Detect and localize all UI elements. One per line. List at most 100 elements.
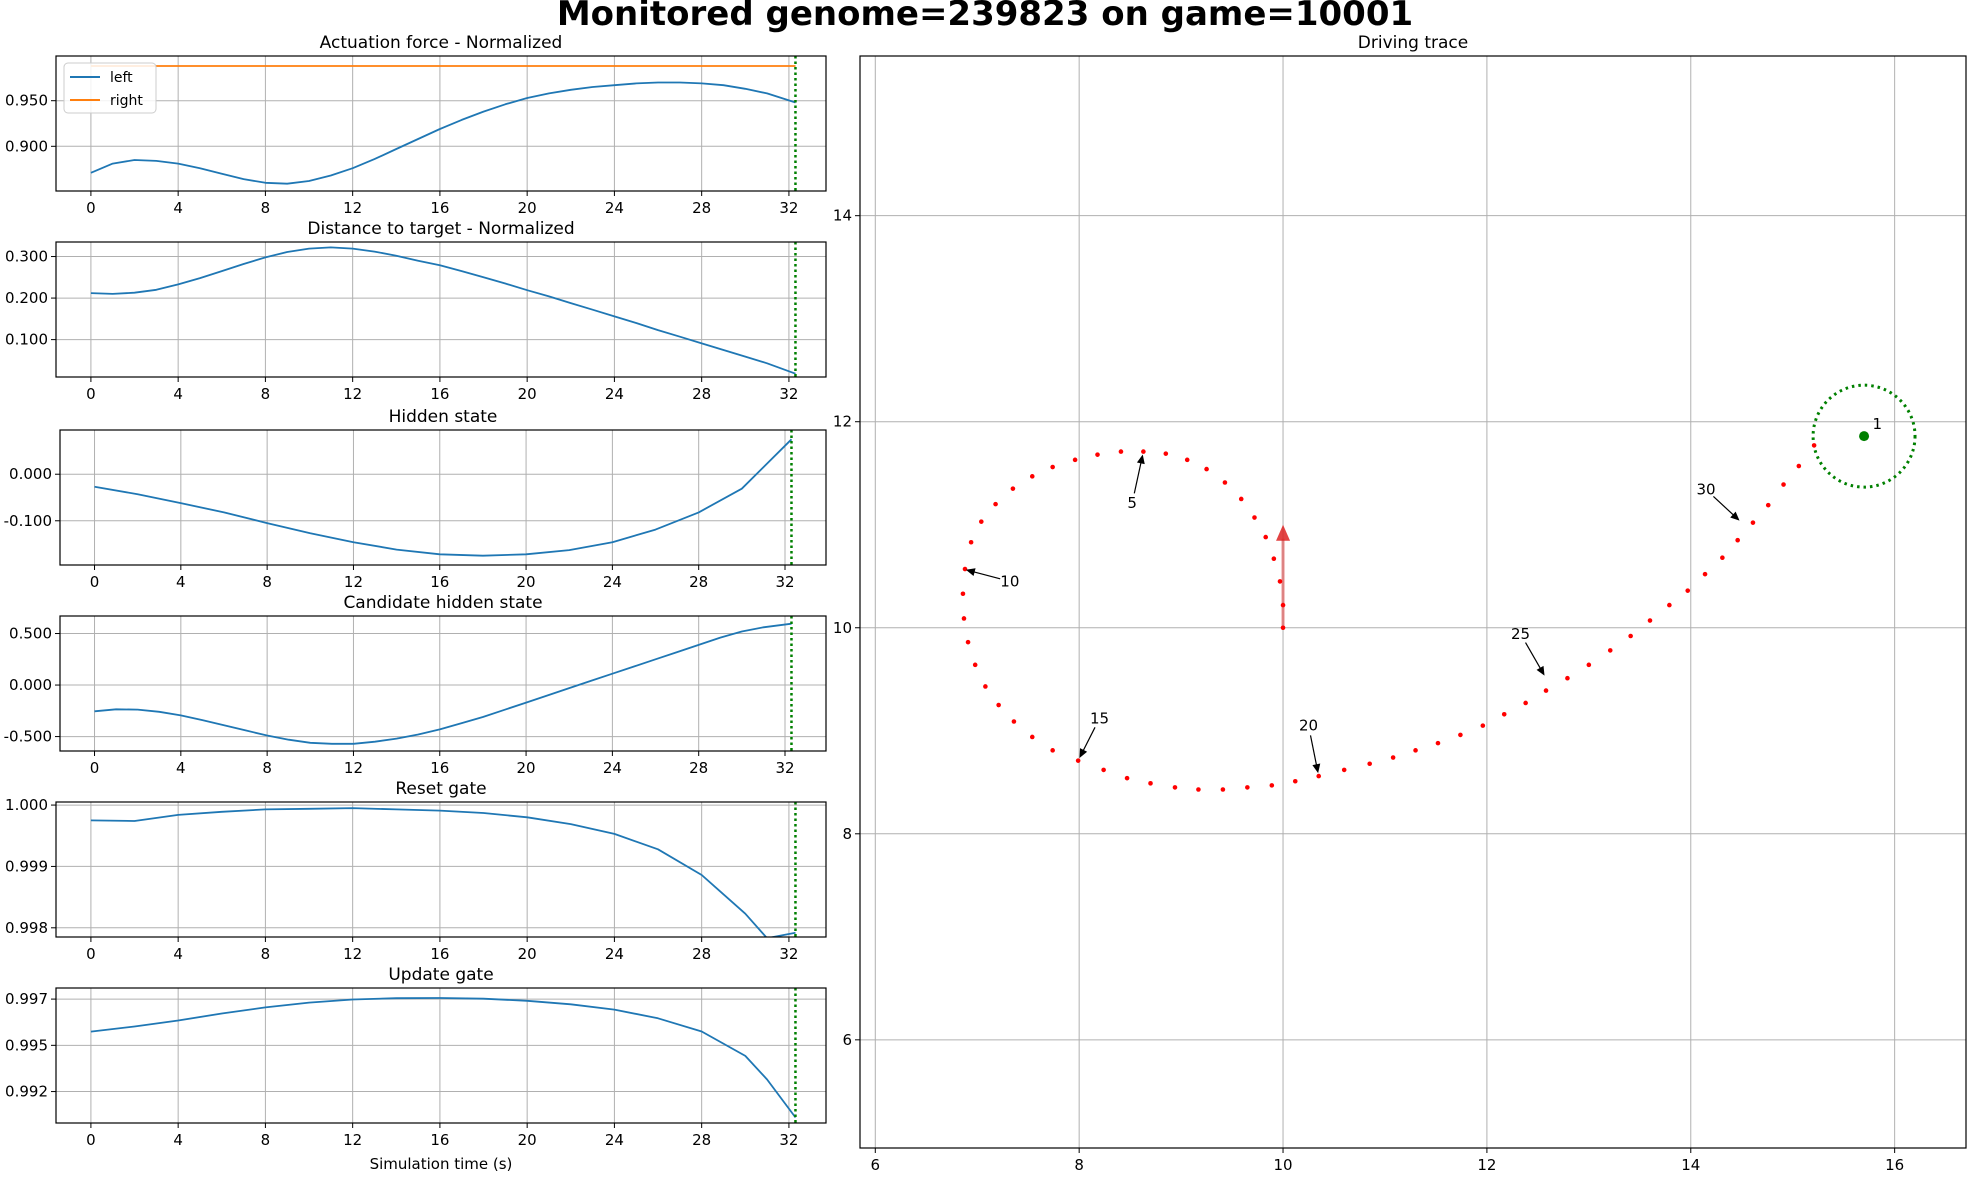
annotation-arrow <box>1133 460 1143 494</box>
y-tick-label: 12 <box>833 413 852 431</box>
x-tick-label: 24 <box>605 385 624 403</box>
trace-point <box>1010 486 1016 491</box>
annotation-arrowhead <box>1136 454 1145 465</box>
x-tick-label: 16 <box>430 1131 449 1149</box>
trace-point <box>996 702 1001 708</box>
x-tick-label: 24 <box>605 1131 624 1149</box>
annotation-label: 25 <box>1511 625 1530 643</box>
y-tick-label: -0.100 <box>4 512 52 530</box>
y-tick-label: -0.500 <box>4 728 52 746</box>
trace-point <box>1565 675 1570 681</box>
trace-point <box>1280 602 1286 608</box>
y-tick-label: 1.000 <box>5 796 48 814</box>
y-tick-label: 10 <box>833 619 852 637</box>
x-tick-label: 12 <box>343 385 362 403</box>
x-tick-label: 12 <box>343 199 362 217</box>
x-tick-label: 20 <box>518 1131 537 1149</box>
trace-point <box>1141 449 1146 454</box>
trace-point <box>965 639 971 645</box>
trace-point <box>1647 618 1653 623</box>
trace-point <box>1413 748 1418 753</box>
plot-frame <box>55 801 827 938</box>
x-tick-label: 8 <box>262 573 272 591</box>
annotation-arrowhead <box>1536 665 1545 676</box>
trace-point <box>1628 633 1633 639</box>
plot-frame <box>59 429 827 566</box>
trace-point <box>1252 515 1257 520</box>
trace-point <box>961 616 967 621</box>
x-tick-label: 20 <box>517 573 536 591</box>
trace-point <box>1480 723 1486 728</box>
trace-point <box>1702 571 1708 577</box>
chart-title: Hidden state <box>389 407 498 427</box>
y-tick-label: 0.992 <box>5 1083 48 1101</box>
x-tick-label: 20 <box>518 199 537 217</box>
x-tick-label: 12 <box>343 1131 362 1149</box>
series-line-0 <box>90 246 796 375</box>
x-axis-label: Simulation time (s) <box>370 1155 513 1173</box>
annotation-arrowhead <box>965 568 976 576</box>
annotation-arrowhead <box>1312 763 1321 774</box>
trace-point <box>1263 534 1269 540</box>
x-tick-label: 32 <box>779 945 798 963</box>
trace-point <box>1811 443 1817 448</box>
series-line-0 <box>90 997 797 1119</box>
trace-point <box>1050 464 1055 470</box>
series-line-0 <box>90 807 796 937</box>
trace-point <box>972 662 978 668</box>
x-tick-label: 28 <box>692 199 711 217</box>
annotation-arrow <box>971 570 1001 580</box>
x-tick-label: 24 <box>603 573 622 591</box>
x-tick-label: 20 <box>517 759 536 777</box>
series-line-0 <box>94 438 793 557</box>
y-tick-label: 0.995 <box>5 1036 48 1054</box>
y-tick-label: 14 <box>833 207 852 225</box>
trace-point <box>1245 785 1250 790</box>
trace-point <box>962 566 968 572</box>
trace-point <box>1667 602 1672 608</box>
x-tick-label: 16 <box>430 945 449 963</box>
trace-point <box>1523 700 1528 706</box>
x-tick-label: 28 <box>692 385 711 403</box>
trace-point <box>1184 457 1190 463</box>
trace-point <box>993 501 998 507</box>
x-tick-label: 8 <box>261 199 271 217</box>
y-tick-label: 0.300 <box>5 248 48 266</box>
chart-panel-3: 0 4 8 12 16 20 24 28 32 -0.500 0.000 0.500 Candidate… <box>4 593 827 777</box>
trace-point <box>1029 734 1035 740</box>
trace-point <box>1277 579 1283 584</box>
x-tick-label: 12 <box>343 945 362 963</box>
trace-point <box>1781 482 1786 487</box>
figure-title: Monitored genome=239823 on game=10001 <box>556 0 1414 34</box>
x-tick-label: 12 <box>1477 1156 1496 1174</box>
chart-panel-4: 0 4 8 12 16 20 24 28 32 0.998 0.999 1.000 Reset gate <box>5 779 827 963</box>
x-tick-label: 32 <box>775 759 794 777</box>
annotation-label: 1 <box>1873 415 1883 433</box>
trace-point <box>1501 711 1507 717</box>
trace-point <box>1796 463 1802 469</box>
x-tick-label: 10 <box>1273 1156 1292 1174</box>
y-tick-label: 6 <box>842 1031 852 1049</box>
x-tick-label: 16 <box>430 573 449 591</box>
plot-frame <box>55 55 827 192</box>
x-tick-label: 0 <box>86 945 96 963</box>
x-tick-label: 4 <box>176 573 186 591</box>
x-tick-label: 12 <box>344 573 363 591</box>
x-tick-label: 16 <box>1885 1156 1904 1174</box>
series-line-0 <box>94 622 792 745</box>
chart-panel-5: 0 4 8 12 16 20 24 28 32 0.992 0.995 0.997 Update gat… <box>5 965 827 1173</box>
annotation-arrowhead <box>1079 748 1088 758</box>
x-tick-label: 24 <box>605 199 624 217</box>
x-tick-label: 4 <box>176 759 186 777</box>
chart-panel-0: 0 4 8 12 16 20 24 28 32 0.900 0.950 Actuation force… <box>5 33 827 217</box>
x-tick-label: 28 <box>692 1131 711 1149</box>
trace-point <box>979 519 984 524</box>
chart-title: Driving trace <box>1358 33 1468 53</box>
legend-label-left: left <box>110 70 133 86</box>
trace-point <box>1316 773 1322 779</box>
trace-point <box>1685 588 1691 593</box>
chart-title: Reset gate <box>395 779 486 799</box>
plot-frame <box>59 615 827 752</box>
